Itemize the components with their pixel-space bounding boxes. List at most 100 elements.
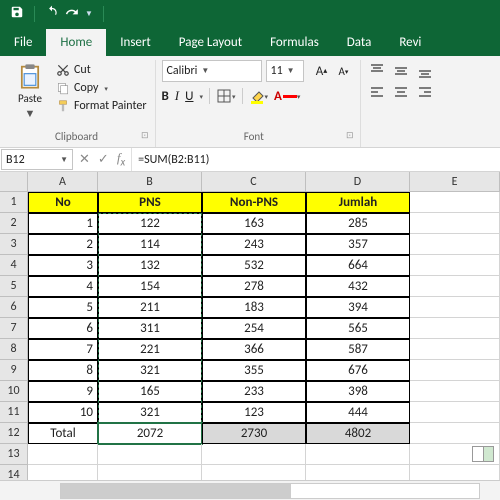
tab-home[interactable]: Home [46,29,106,56]
cell[interactable]: 165 [98,381,202,402]
cell[interactable]: 321 [98,360,202,381]
cell[interactable]: 10 [28,402,98,423]
row-header[interactable]: 10 [0,381,28,402]
row-header[interactable]: 6 [0,297,28,318]
cell[interactable]: 2 [28,234,98,255]
align-left-button[interactable] [367,84,387,102]
cell[interactable]: 565 [306,318,410,339]
cell[interactable]: 154 [98,276,202,297]
align-right-button[interactable] [415,84,435,102]
paste-button[interactable]: Paste ▼ [12,60,48,122]
cell[interactable]: 123 [202,402,306,423]
cell[interactable]: 278 [202,276,306,297]
cell[interactable] [410,402,500,423]
name-box[interactable]: B12▼ [1,149,73,170]
cell[interactable]: 6 [28,318,98,339]
cell[interactable]: 532 [202,255,306,276]
cut-button[interactable]: Cut [54,62,149,78]
cell[interactable]: 321 [98,402,202,423]
font-size-combo[interactable]: 11▼ [266,60,304,82]
tab-formulas[interactable]: Formulas [256,29,333,56]
cell[interactable]: 114 [98,234,202,255]
select-all-corner[interactable] [0,172,28,192]
align-top-button[interactable] [367,62,387,80]
tab-data[interactable]: Data [333,29,386,56]
row-header[interactable]: 9 [0,360,28,381]
cell[interactable] [410,255,500,276]
tab-page-layout[interactable]: Page Layout [165,29,256,56]
cell[interactable]: 398 [306,381,410,402]
cell[interactable]: 355 [202,360,306,381]
fill-color-button[interactable]: ▾ [249,88,269,104]
col-header[interactable]: C [202,172,306,192]
col-header[interactable]: B [98,172,202,192]
cell[interactable] [410,276,500,297]
cell[interactable]: 587 [306,339,410,360]
underline-button[interactable]: U [185,89,193,104]
cell[interactable]: 676 [306,360,410,381]
row-header[interactable]: 3 [0,234,28,255]
cell[interactable]: 5 [28,297,98,318]
cell[interactable]: Non-PNS [202,192,306,213]
row-header[interactable]: 12 [0,423,28,444]
cell[interactable] [410,381,500,402]
italic-button[interactable]: I [175,88,179,104]
cell[interactable] [410,360,500,381]
format-painter-button[interactable]: Format Painter [54,98,149,114]
cell[interactable]: 366 [202,339,306,360]
font-name-combo[interactable]: Calibri▼ [162,60,262,82]
cancel-formula-icon[interactable]: ✕ [79,152,90,167]
cell[interactable]: 432 [306,276,410,297]
cell[interactable] [202,444,306,465]
cell[interactable]: 122 [98,213,202,234]
cell[interactable] [410,297,500,318]
col-header[interactable]: E [410,172,500,192]
cell[interactable]: 311 [98,318,202,339]
copy-button[interactable]: Copy▾ [54,80,149,96]
align-center-button[interactable] [391,84,411,102]
row-header[interactable]: 7 [0,318,28,339]
tab-review[interactable]: Revi [385,29,435,56]
align-bottom-button[interactable] [415,62,435,80]
cell[interactable]: 243 [202,234,306,255]
horizontal-scrollbar[interactable] [0,480,500,500]
cell[interactable]: No [28,192,98,213]
cell[interactable]: Jumlah [306,192,410,213]
cell[interactable]: 2730 [202,423,306,444]
cell[interactable]: 2072 [98,423,202,444]
cell[interactable]: Total [28,423,98,444]
bold-button[interactable]: B [162,89,169,104]
tab-insert[interactable]: Insert [106,29,165,56]
align-middle-button[interactable] [391,62,411,80]
accept-formula-icon[interactable]: ✓ [98,152,109,167]
cell[interactable]: 8 [28,360,98,381]
fx-icon[interactable]: fx [117,150,125,169]
row-header[interactable]: 2 [0,213,28,234]
formula-input[interactable]: =SUM(B2:B11) [131,148,500,171]
cell[interactable] [98,444,202,465]
row-header[interactable]: 8 [0,339,28,360]
borders-button[interactable]: ▾ [216,88,236,104]
font-color-button[interactable]: A▾ [274,89,300,104]
cell[interactable]: 7 [28,339,98,360]
cell[interactable] [410,234,500,255]
cell[interactable]: 233 [202,381,306,402]
cell[interactable]: PNS [98,192,202,213]
cell[interactable] [28,444,98,465]
cell[interactable]: 4 [28,276,98,297]
cell[interactable]: 221 [98,339,202,360]
cell[interactable]: 394 [306,297,410,318]
col-header[interactable]: D [306,172,410,192]
cell[interactable]: 1 [28,213,98,234]
cell[interactable]: 285 [306,213,410,234]
cell[interactable] [306,444,410,465]
row-header[interactable]: 13 [0,444,28,465]
cell[interactable]: 357 [306,234,410,255]
increase-font-button[interactable]: A▴ [312,60,332,82]
cell[interactable] [410,192,500,213]
cell[interactable]: 183 [202,297,306,318]
cell[interactable]: 3 [28,255,98,276]
col-header[interactable]: A [28,172,98,192]
tab-file[interactable]: File [0,29,46,56]
save-icon[interactable] [10,5,24,23]
